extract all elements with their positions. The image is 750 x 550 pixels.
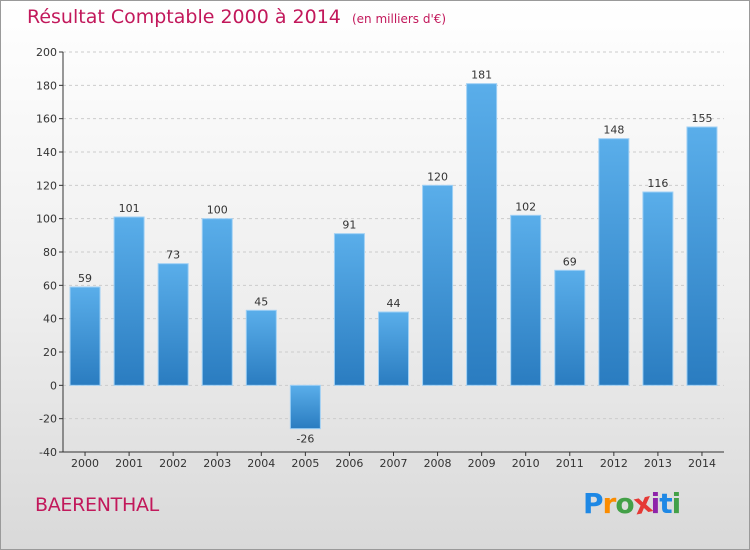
y-tick-label: 120 bbox=[36, 179, 57, 192]
x-tick-label-2003: 2003 bbox=[203, 457, 231, 470]
chart-subtitle: (en milliers d'€) bbox=[351, 12, 447, 26]
x-tick-label-2007: 2007 bbox=[380, 457, 408, 470]
chart-title: Résultat Comptable 2000 à 2014 bbox=[27, 6, 341, 28]
bar-2003 bbox=[201, 218, 233, 386]
data-label-2012: 148 bbox=[603, 124, 624, 137]
logo-letter: o bbox=[615, 487, 634, 520]
bar-2013 bbox=[642, 191, 674, 386]
x-tick-label-2001: 2001 bbox=[115, 457, 143, 470]
data-label-2007: 44 bbox=[387, 297, 401, 310]
bar-2010 bbox=[510, 214, 542, 386]
data-label-2003: 100 bbox=[207, 204, 228, 217]
logo-letter: i bbox=[671, 487, 682, 520]
data-label-2000: 59 bbox=[78, 272, 92, 285]
bar-2000 bbox=[69, 286, 101, 386]
data-label-2011: 69 bbox=[563, 255, 577, 268]
data-label-2006: 91 bbox=[342, 219, 356, 232]
y-tick-label: 160 bbox=[36, 113, 57, 126]
data-label-2010: 102 bbox=[515, 200, 536, 213]
x-tick-label-2008: 2008 bbox=[424, 457, 452, 470]
bar-2012 bbox=[598, 138, 630, 386]
y-tick-label: 180 bbox=[36, 79, 57, 92]
x-tick-label-2010: 2010 bbox=[512, 457, 540, 470]
data-label-2009: 181 bbox=[471, 69, 492, 82]
bar-2007 bbox=[378, 311, 409, 386]
y-tick-label: -40 bbox=[39, 446, 57, 459]
data-label-2008: 120 bbox=[427, 170, 448, 183]
x-tick-label-2013: 2013 bbox=[644, 457, 672, 470]
y-tick-label: 20 bbox=[43, 346, 57, 359]
bar-2008 bbox=[422, 184, 454, 386]
y-tick-label: 60 bbox=[43, 279, 57, 292]
x-tick-label-2012: 2012 bbox=[600, 457, 628, 470]
y-tick-label: 40 bbox=[43, 313, 57, 326]
bar-2014 bbox=[686, 126, 718, 386]
bar-2009 bbox=[466, 83, 498, 386]
x-tick-label-2009: 2009 bbox=[468, 457, 496, 470]
bar-2002 bbox=[157, 263, 189, 386]
proxiti-logo: Proxiti bbox=[583, 486, 682, 522]
data-label-2001: 101 bbox=[119, 202, 140, 215]
y-tick-label: -20 bbox=[39, 413, 57, 426]
x-tick-label-2014: 2014 bbox=[688, 457, 716, 470]
bar-2011 bbox=[554, 269, 586, 386]
data-label-2014: 155 bbox=[691, 112, 712, 125]
y-tick-label: 80 bbox=[43, 246, 57, 259]
data-label-2005: -26 bbox=[296, 433, 314, 446]
y-tick-label: 0 bbox=[50, 379, 57, 392]
chart-title-block: Résultat Comptable 2000 à 2014 (en milli… bbox=[27, 6, 446, 28]
x-tick-label-2004: 2004 bbox=[247, 457, 275, 470]
bar-2004 bbox=[245, 309, 277, 386]
y-tick-label: 140 bbox=[36, 146, 57, 159]
bar-2005 bbox=[289, 384, 321, 430]
bar-2006 bbox=[333, 233, 365, 386]
x-tick-label-2011: 2011 bbox=[556, 457, 584, 470]
y-tick-label: 200 bbox=[36, 46, 57, 59]
data-label-2013: 116 bbox=[647, 177, 668, 190]
logo-letter: r bbox=[602, 487, 617, 520]
data-label-2002: 73 bbox=[166, 249, 180, 262]
y-tick-label: 100 bbox=[36, 213, 57, 226]
logo-letter: t bbox=[659, 487, 672, 520]
x-tick-label-2002: 2002 bbox=[159, 457, 187, 470]
x-tick-label-2005: 2005 bbox=[291, 457, 319, 470]
x-tick-label-2000: 2000 bbox=[71, 457, 99, 470]
logo-letter: i bbox=[650, 487, 661, 520]
bar-2001 bbox=[113, 216, 145, 386]
logo-letter: P bbox=[583, 487, 604, 520]
data-label-2004: 45 bbox=[254, 295, 268, 308]
x-tick-label-2006: 2006 bbox=[335, 457, 363, 470]
location-name: BAERENTHAL bbox=[35, 494, 159, 516]
